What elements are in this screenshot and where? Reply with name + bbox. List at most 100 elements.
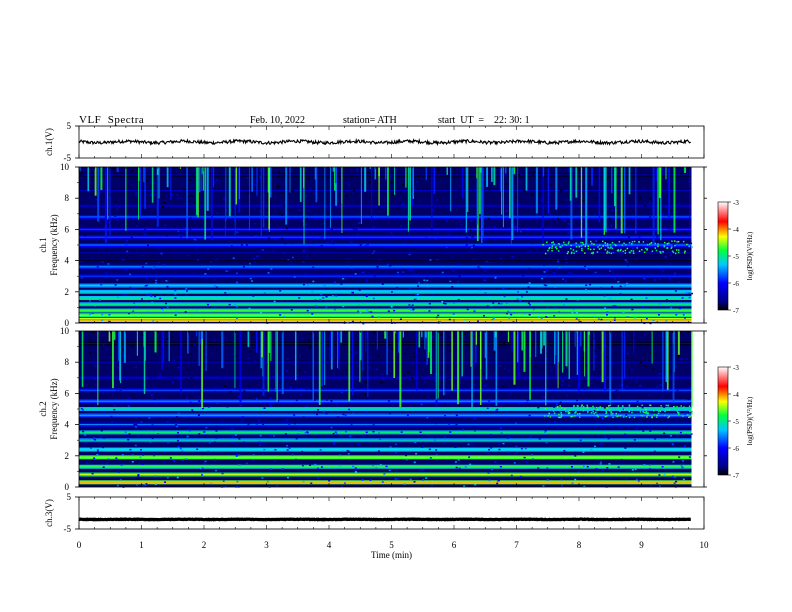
speckle xyxy=(678,281,681,283)
ytick-label: 5 xyxy=(67,492,72,502)
speckle xyxy=(595,355,598,358)
emission xyxy=(604,415,607,418)
speckle xyxy=(324,206,327,209)
emission xyxy=(595,406,598,409)
emission xyxy=(598,248,601,250)
emission xyxy=(606,252,608,254)
speckle xyxy=(453,424,456,427)
speckle xyxy=(133,423,136,426)
speckle xyxy=(564,256,567,258)
sferic xyxy=(268,331,271,353)
speckle xyxy=(81,409,84,411)
x-axis-label: Time (min) xyxy=(371,550,412,560)
speckle xyxy=(312,266,315,269)
speckle xyxy=(417,428,420,431)
ytick-label: 0 xyxy=(65,318,70,328)
speckle xyxy=(214,181,217,184)
speckle xyxy=(193,201,196,204)
speckle xyxy=(581,220,584,223)
speckle xyxy=(639,368,642,370)
speckle xyxy=(463,333,466,335)
emission xyxy=(639,411,642,413)
sferic xyxy=(585,167,588,245)
ytick-label: 4 xyxy=(65,420,70,430)
xtick-label: 10 xyxy=(700,540,710,550)
speckle xyxy=(183,170,186,173)
speckle xyxy=(431,336,434,338)
emission xyxy=(684,250,686,253)
speckle xyxy=(100,283,103,286)
speckle xyxy=(166,285,169,288)
speckle xyxy=(422,479,425,481)
speckle xyxy=(145,278,148,280)
speckle xyxy=(184,232,187,234)
speckle xyxy=(122,259,125,261)
speckle xyxy=(153,265,156,268)
speckle xyxy=(357,304,360,307)
speckle xyxy=(247,422,250,425)
colorbar-tick-label: -5 xyxy=(733,253,739,261)
emission xyxy=(691,412,693,415)
speckle xyxy=(132,310,135,312)
speckle xyxy=(607,437,610,440)
speckle xyxy=(617,225,620,228)
speckle xyxy=(127,438,130,441)
speckle xyxy=(364,435,367,437)
speckle xyxy=(124,294,127,296)
speckle xyxy=(299,354,302,357)
speckle xyxy=(503,416,506,419)
emission xyxy=(587,247,590,250)
speckle xyxy=(215,437,218,439)
speckle xyxy=(80,407,83,410)
speckle xyxy=(344,414,347,416)
speckle xyxy=(614,390,617,393)
sferic xyxy=(201,331,203,409)
emission xyxy=(626,247,629,250)
speckle xyxy=(606,319,609,321)
speckle xyxy=(342,277,345,280)
speckle xyxy=(261,453,264,455)
speckle xyxy=(309,388,312,390)
speckle xyxy=(377,316,380,319)
sferic xyxy=(144,167,146,209)
speckle xyxy=(488,261,491,264)
emission xyxy=(621,408,623,411)
sferic xyxy=(523,331,526,372)
speckle xyxy=(560,200,563,203)
speckle xyxy=(317,477,320,479)
emission xyxy=(604,248,607,251)
speckle xyxy=(347,391,350,393)
speckle xyxy=(681,466,684,469)
speckle xyxy=(387,400,390,402)
speckle xyxy=(336,172,339,175)
speckle xyxy=(215,286,218,288)
speckle xyxy=(670,306,673,309)
speckle xyxy=(102,446,105,449)
speckle xyxy=(132,394,135,396)
speckle xyxy=(173,226,176,229)
speckle xyxy=(516,298,519,300)
speckle xyxy=(473,258,476,260)
speckle xyxy=(131,184,134,186)
speckle xyxy=(165,336,168,339)
emission xyxy=(670,247,672,249)
speckle xyxy=(479,268,482,270)
emission xyxy=(559,416,562,419)
emission xyxy=(567,251,569,253)
speckle xyxy=(239,404,242,407)
sferic xyxy=(109,167,111,236)
speckle xyxy=(286,419,289,422)
speckle xyxy=(521,296,524,298)
speckle xyxy=(132,186,135,189)
speckle xyxy=(541,225,544,228)
emission xyxy=(606,250,609,253)
speckle xyxy=(589,283,592,286)
speckle xyxy=(270,468,273,470)
sferic xyxy=(330,331,333,370)
sferic xyxy=(247,331,250,348)
ch1-spectrogram-ylabel-freq: Frequency (kHz) xyxy=(49,214,59,275)
speckle xyxy=(502,442,505,445)
speckle xyxy=(265,358,268,361)
speckle xyxy=(472,181,475,184)
speckle xyxy=(121,343,124,346)
